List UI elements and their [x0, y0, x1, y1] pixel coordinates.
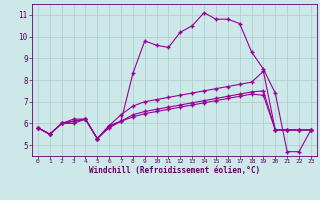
- X-axis label: Windchill (Refroidissement éolien,°C): Windchill (Refroidissement éolien,°C): [89, 166, 260, 175]
